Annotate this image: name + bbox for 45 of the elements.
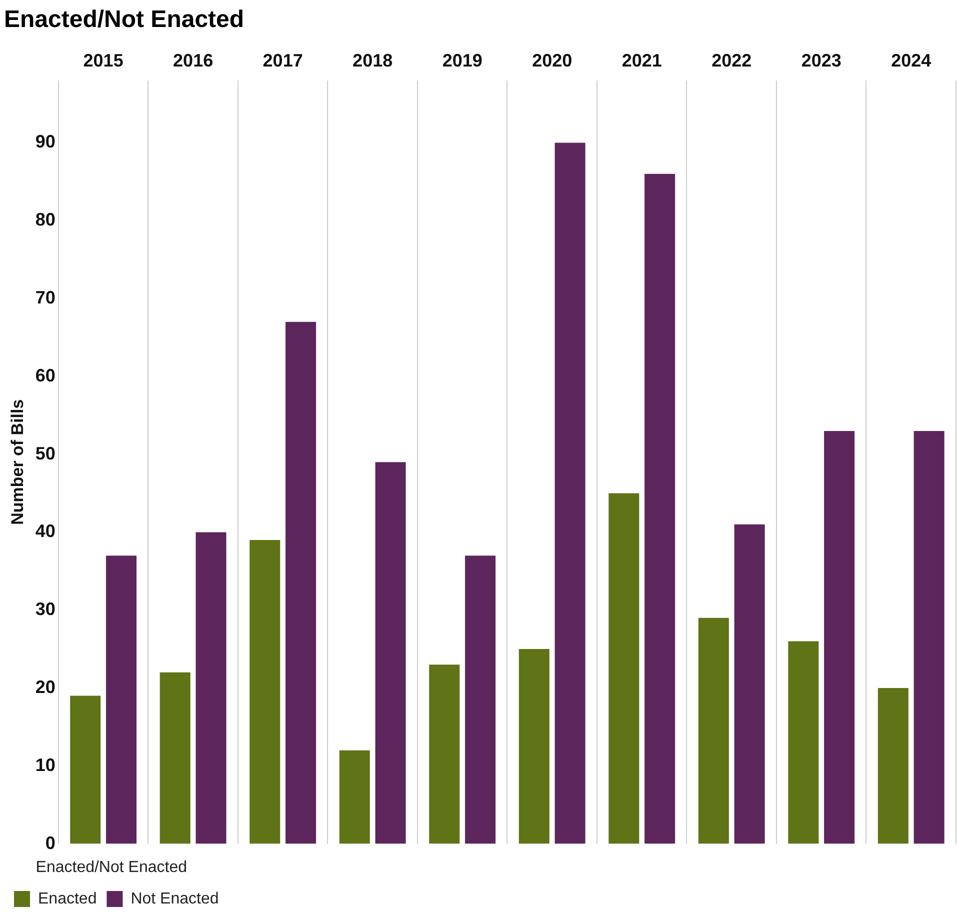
chart-title: Enacted/Not Enacted: [4, 6, 244, 34]
bar: [286, 322, 316, 844]
bar: [375, 462, 406, 844]
x-tick-label: 2017: [262, 50, 303, 71]
bar: [196, 532, 226, 844]
y-tick-label: 90: [35, 132, 56, 152]
x-tick-label: 2021: [622, 50, 662, 71]
bar: [465, 556, 496, 844]
x-tick-label: 2023: [801, 50, 842, 71]
y-tick-label: 0: [45, 832, 56, 853]
bar: [608, 493, 640, 844]
x-tick-label: 2020: [532, 50, 572, 71]
legend-label: Not Enacted: [130, 890, 219, 908]
bar: [70, 696, 101, 844]
legend-label: Enacted: [38, 890, 97, 908]
x-tick-label: 2024: [891, 50, 932, 71]
bar: [788, 641, 819, 844]
x-tick-label: 2018: [352, 50, 393, 71]
bar: [644, 174, 676, 844]
bar: [878, 688, 908, 844]
bar: [429, 664, 460, 844]
bar: [339, 750, 370, 844]
bar: [698, 618, 729, 844]
y-tick-label: 10: [35, 754, 56, 775]
y-tick-label: 40: [35, 521, 56, 542]
y-tick-label: 60: [35, 365, 56, 386]
bar: [554, 142, 586, 844]
y-axis-title: Number of Bills: [8, 399, 27, 525]
y-tick-label: 70: [35, 287, 56, 308]
x-tick-label: 2019: [442, 50, 482, 71]
y-tick-label: 80: [35, 210, 56, 230]
bar: [824, 430, 855, 844]
bar: [250, 540, 280, 844]
bar: [518, 649, 550, 844]
bar: [106, 556, 137, 844]
y-tick-label: 30: [35, 599, 56, 620]
bar: [160, 672, 190, 844]
x-tick-label: 2016: [173, 50, 214, 71]
legend-title: Enacted/Not Enacted: [36, 859, 187, 876]
y-tick-label: 50: [35, 443, 56, 464]
x-tick-label: 2015: [83, 50, 124, 71]
bar: [914, 430, 944, 844]
y-tick-label: 20: [35, 676, 56, 697]
bar: [734, 524, 765, 844]
x-tick-label: 2022: [712, 50, 752, 71]
